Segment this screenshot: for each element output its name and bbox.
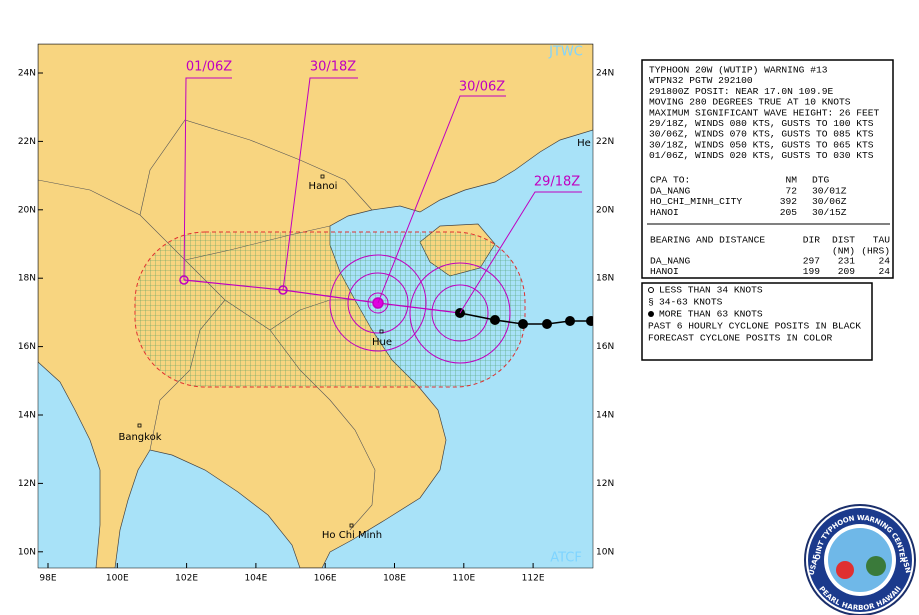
- warning-line: MOVING 280 DEGREES TRUE AT 10 KNOTS: [649, 97, 851, 108]
- lat-label: 24N: [596, 69, 614, 79]
- legend-line: 34-63 KNOTS: [659, 297, 723, 308]
- warning-line: 30/06Z, WINDS 070 KTS, GUSTS TO 085 KTS: [649, 129, 874, 140]
- legend-line: LESS THAN 34 KNOTS: [659, 285, 763, 296]
- city-label: Ho Chi Minh: [322, 530, 382, 541]
- cpa-cell: 392: [780, 196, 798, 207]
- logo: [804, 504, 916, 615]
- lon-label: 106E: [314, 574, 337, 584]
- cpa-cell: HANOI: [650, 207, 679, 218]
- legend-box: [641, 282, 873, 361]
- agency-label: ATCF: [550, 551, 582, 566]
- lat-label: 20N: [18, 205, 36, 215]
- lon-label: 100E: [106, 574, 129, 584]
- wind-radii: [329, 254, 511, 364]
- bearing-cell: 231: [838, 256, 856, 267]
- bearing-header: BEARING AND DISTANCE: [650, 235, 765, 246]
- city-markers: [137, 174, 384, 528]
- cpa-header: DTG: [812, 175, 830, 186]
- cpa-header: CPA TO:: [650, 175, 690, 186]
- warning-box: [641, 59, 894, 279]
- warning-line: 01/06Z, WINDS 020 KTS, GUSTS TO 030 KTS: [649, 150, 874, 161]
- bearing-cell: 297: [803, 256, 820, 267]
- map-frame: [37, 43, 594, 569]
- map: [38, 44, 593, 568]
- bearing-cell: 209: [838, 266, 856, 277]
- bearing-cell: 24: [878, 256, 890, 267]
- city-label: Hue: [372, 337, 392, 348]
- leader-lines: [183, 77, 582, 314]
- lon-label: 102E: [175, 574, 198, 584]
- lon-label: 112E: [522, 574, 545, 584]
- labels: JTWC ATCF 24N 24N 22N 22N 20N 20N 18N 18N 16N 16N 14…: [18, 45, 614, 584]
- svg-text:§: §: [648, 297, 654, 308]
- warning-line: 29/18Z, WINDS 080 KTS, GUSTS TO 100 KTS: [649, 118, 874, 129]
- forecast-label: 30/06Z: [459, 80, 505, 95]
- bearing-cell: 24: [878, 266, 890, 277]
- lat-label: 20N: [596, 205, 614, 215]
- lat-label: 24N: [18, 69, 36, 79]
- forecast-label: 01/06Z: [186, 60, 232, 75]
- lon-label: 110E: [452, 574, 475, 584]
- bearing-cell: HANOI: [650, 266, 679, 277]
- agency-label: JTWC: [548, 45, 583, 60]
- city-label: Hanoi: [309, 181, 338, 192]
- legend-line: FORECAST CYCLONE POSITS IN COLOR: [648, 333, 832, 344]
- warning-line: WTPN32 PGTW 292100: [649, 75, 753, 86]
- bearing-header: DIST: [832, 235, 855, 246]
- city-label: Bangkok: [118, 432, 161, 443]
- cpa-cell: 30/15Z: [812, 207, 847, 218]
- lon-label: 108E: [383, 574, 406, 584]
- cpa-cell: 72: [785, 186, 797, 197]
- lat-label: 12N: [596, 479, 614, 489]
- lat-label: 14N: [18, 411, 36, 421]
- warning-line: TYPHOON 20W (WUTIP) WARNING #13: [649, 65, 828, 76]
- lat-label: 14N: [596, 411, 614, 421]
- lat-label: 18N: [596, 274, 614, 284]
- lat-label: 22N: [18, 137, 36, 147]
- lat-label: 16N: [18, 342, 36, 352]
- cpa-cell: 205: [780, 207, 798, 218]
- forecast-label: 30/18Z: [310, 60, 356, 75]
- lat-label: 10N: [18, 547, 36, 557]
- cpa-cell: 30/01Z: [812, 186, 847, 197]
- legend-symbols: §: [648, 287, 654, 317]
- past-positions: [455, 308, 593, 329]
- bearing-cell: DA_NANG: [650, 256, 691, 267]
- bearing-unit: (HRS): [861, 246, 890, 257]
- lat-label: 12N: [18, 479, 36, 489]
- legend-line: PAST 6 HOURLY CYCLONE POSITS IN BLACK: [648, 321, 861, 332]
- warning-line: 291800Z POSIT: NEAR 17.0N 109.9E: [649, 86, 833, 97]
- lon-label: 98E: [39, 574, 56, 584]
- lat-label: 16N: [596, 342, 614, 352]
- cpa-header: NM: [785, 175, 797, 186]
- city-label: He: [577, 138, 591, 149]
- bearing-header: DIR: [803, 235, 821, 246]
- lon-label: 104E: [244, 574, 267, 584]
- cpa-cell: 30/06Z: [812, 196, 847, 207]
- warning-line: 30/18Z, WINDS 050 KTS, GUSTS TO 065 KTS: [649, 139, 874, 150]
- bearing-cell: 199: [803, 266, 821, 277]
- forecast-label: 29/18Z: [534, 175, 580, 190]
- bearing-unit: (NM): [832, 246, 855, 257]
- lat-label: 22N: [596, 137, 614, 147]
- lat-label: 10N: [596, 547, 614, 557]
- legend-line: MORE THAN 63 KNOTS: [659, 309, 763, 320]
- bearing-header: TAU: [873, 235, 891, 246]
- cpa-cell: DA_NANG: [650, 186, 691, 197]
- forecast-track: [183, 279, 461, 314]
- cpa-cell: HO_CHI_MINH_CITY: [650, 196, 742, 207]
- warning-line: MAXIMUM SIGNIFICANT WAVE HEIGHT: 26 FEET: [649, 107, 880, 118]
- lat-label: 18N: [18, 274, 36, 284]
